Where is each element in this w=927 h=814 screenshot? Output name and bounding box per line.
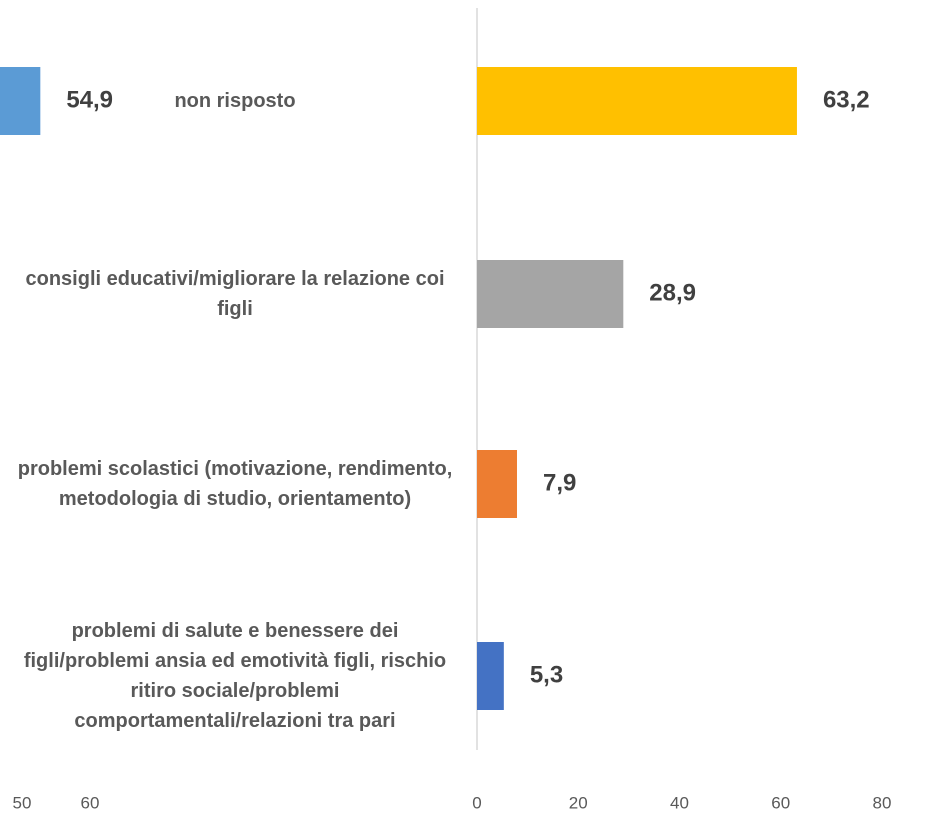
x-tick-label: 60 (81, 793, 100, 812)
bar (477, 642, 504, 710)
category-label: consigli educativi/migliorare la relazio… (25, 268, 445, 320)
x-tick-label: 40 (670, 793, 689, 812)
x-tick-label: 80 (873, 793, 892, 812)
x-tick-label: 50 (13, 793, 32, 812)
value-label: 54,9 (66, 86, 113, 113)
bar (477, 450, 517, 518)
value-label: 63,2 (823, 86, 870, 113)
category-label: non risposto (174, 90, 296, 112)
x-tick-label: 0 (472, 793, 481, 812)
x-tick-label: 60 (771, 793, 790, 812)
x-tick-label: 20 (569, 793, 588, 812)
category-label: problemi di salute e benessere dei figli… (23, 620, 447, 732)
value-label: 7,9 (543, 469, 576, 496)
bar (477, 260, 624, 328)
bar (0, 67, 41, 135)
value-label: 5,3 (530, 661, 563, 688)
value-label: 28,9 (649, 279, 696, 306)
category-label: problemi scolastici (motivazione, rendim… (17, 458, 453, 510)
bar (477, 67, 797, 135)
